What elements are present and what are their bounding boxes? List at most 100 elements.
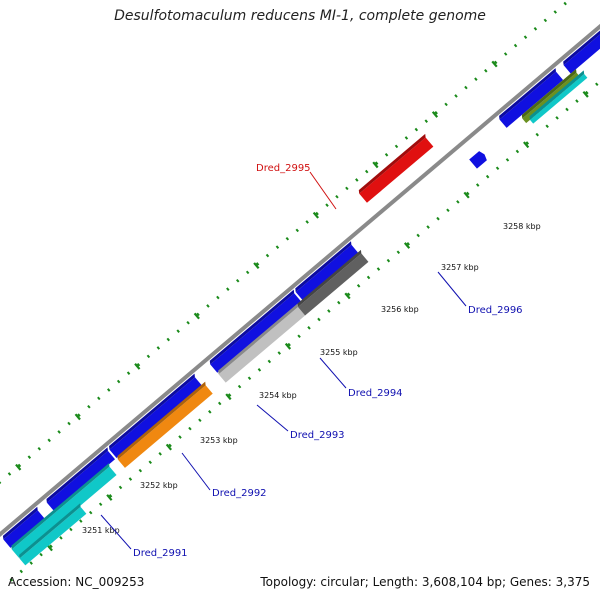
scale-label: 3253 kbp — [200, 436, 238, 445]
outer-tick-mark — [116, 379, 121, 384]
outer-tick-mark — [255, 262, 260, 266]
scale-label: 3254 kbp — [259, 391, 297, 400]
outer-tick-mark — [484, 68, 488, 73]
outer-tick-mark — [17, 463, 22, 468]
inner-tick-mark — [297, 334, 301, 339]
inner-tick-mark — [19, 569, 23, 574]
inner-tick-mark — [188, 426, 192, 431]
inner-tick-mark — [575, 99, 579, 103]
scale-label: 3251 kbp — [82, 526, 120, 535]
inner-tick-mark — [128, 477, 133, 481]
inner-tick-mark — [88, 510, 93, 515]
outer-tick-mark — [533, 26, 538, 31]
inner-tick-mark — [436, 216, 440, 221]
gene-leader-line — [437, 271, 467, 307]
reverse-gene — [11, 463, 117, 558]
outer-tick-mark — [37, 446, 42, 451]
inner-major-tick — [463, 191, 470, 199]
inner-tick-mark — [585, 90, 589, 95]
outer-tick-mark — [186, 320, 190, 325]
inner-tick-mark — [356, 284, 361, 288]
outer-tick-mark — [543, 18, 548, 23]
inner-tick-mark — [466, 191, 470, 196]
inner-tick-mark — [98, 502, 103, 507]
outer-tick-mark — [27, 455, 32, 459]
inner-tick-mark — [495, 166, 500, 171]
outer-tick-mark — [345, 186, 349, 191]
orange-gene — [117, 381, 213, 468]
outer-tick-mark — [67, 421, 71, 426]
outer-tick-mark — [156, 346, 161, 350]
forward-gene — [109, 373, 203, 459]
outer-major-tick — [312, 211, 320, 219]
inner-tick-mark — [227, 393, 232, 397]
outer-tick-mark — [355, 178, 359, 182]
outer-tick-mark — [57, 430, 61, 434]
small-forward-gene — [469, 151, 487, 169]
outer-tick-mark — [563, 1, 567, 6]
forward-gene — [499, 68, 564, 128]
outer-major-tick — [491, 60, 498, 68]
inner-tick-mark — [307, 326, 311, 330]
outer-tick-mark — [474, 77, 478, 81]
outer-tick-mark — [315, 211, 319, 216]
outer-tick-mark — [523, 35, 528, 39]
outer-tick-mark — [394, 144, 399, 149]
inner-tick-mark — [217, 401, 222, 406]
gene-leader-line — [100, 514, 132, 550]
inner-tick-mark — [287, 342, 291, 347]
outer-tick-mark — [454, 94, 458, 98]
outer-tick-mark — [136, 362, 141, 367]
forward-gene — [563, 30, 600, 74]
gene-leader-line — [319, 357, 347, 389]
gene-leader-line — [256, 404, 289, 432]
inner-tick-mark — [327, 309, 331, 313]
outer-major-tick — [431, 111, 439, 118]
gene-label: Dred_2993 — [290, 430, 345, 441]
inner-tick-mark — [426, 225, 430, 229]
inner-tick-mark — [69, 527, 73, 532]
inner-major-tick — [165, 443, 173, 451]
outer-tick-mark — [285, 236, 290, 241]
inner-tick-mark — [247, 376, 252, 381]
gene-leader-line — [309, 171, 337, 210]
inner-major-tick — [403, 242, 411, 249]
outer-major-tick — [193, 312, 200, 320]
inner-tick-mark — [118, 485, 123, 490]
map-title: Desulfotomaculum reducens MI-1, complete… — [114, 8, 486, 24]
inner-major-tick — [46, 544, 53, 552]
reverse-gene — [19, 503, 87, 566]
gene-label: Dred_2996 — [468, 305, 523, 316]
inner-tick-mark — [595, 82, 599, 87]
outer-tick-mark — [503, 52, 508, 56]
inner-major-tick — [106, 494, 113, 501]
scale-label: 3256 kbp — [381, 305, 419, 314]
inner-major-tick — [284, 342, 292, 350]
inner-tick-mark — [257, 368, 262, 372]
inner-tick-mark — [148, 460, 152, 465]
outer-tick-mark — [245, 270, 250, 275]
inner-tick-mark — [475, 183, 480, 187]
inner-major-tick — [582, 90, 589, 98]
gene-label: Dred_2991 — [133, 548, 188, 559]
outer-tick-mark — [295, 228, 299, 233]
outer-tick-mark — [553, 10, 557, 14]
outer-tick-mark — [196, 312, 200, 317]
inner-tick-mark — [277, 351, 281, 355]
genome-backbone — [0, 23, 600, 538]
outer-major-tick — [372, 161, 379, 169]
inner-tick-mark — [366, 275, 371, 280]
inner-major-tick — [523, 141, 530, 149]
outer-tick-mark — [364, 169, 369, 174]
inner-tick-mark — [79, 519, 83, 523]
dark-gray-gene — [297, 249, 369, 316]
inner-tick-mark — [108, 494, 113, 498]
inner-tick-mark — [535, 132, 539, 137]
inner-tick-mark — [59, 536, 63, 540]
inner-tick-mark — [158, 452, 162, 456]
inner-major-tick — [225, 393, 232, 401]
outer-tick-mark — [216, 295, 220, 300]
outer-tick-mark — [493, 60, 498, 65]
inner-tick-mark — [198, 418, 202, 423]
